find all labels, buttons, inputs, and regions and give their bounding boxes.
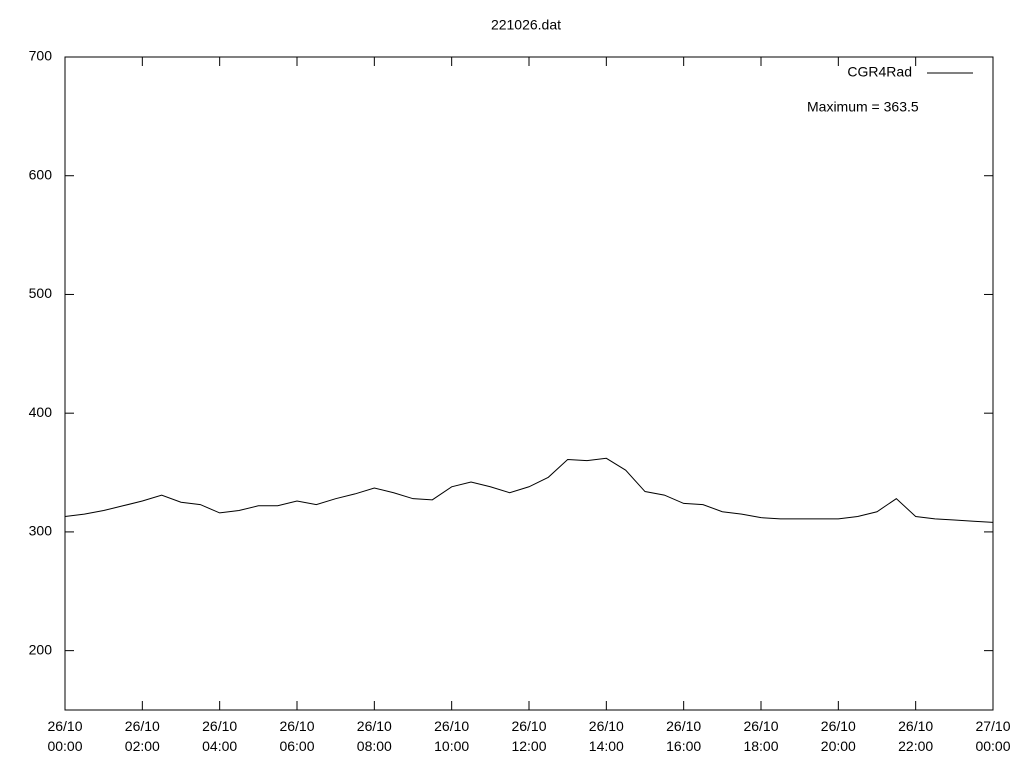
x-tick-label-line: 04:00 (202, 738, 237, 754)
x-tick-label: 26/10 04:00 (202, 718, 237, 754)
x-tick-label-line: 26/10 (434, 718, 469, 734)
x-tick-label-line: 20:00 (821, 738, 856, 754)
x-tick-label-line: 16:00 (666, 738, 701, 754)
x-tick-label: 26/10 08:00 (357, 718, 392, 754)
x-tick-label-line: 27/10 (975, 718, 1010, 734)
x-tick-label-line: 06:00 (279, 738, 314, 754)
data-line (64, 457, 994, 523)
legend-label: CGR4Rad (847, 64, 912, 80)
x-tick-label-line: 12:00 (511, 738, 546, 754)
x-tick-label-line: 26/10 (125, 718, 160, 734)
x-tick-label: 26/10 16:00 (666, 718, 701, 754)
x-tick-label-line: 26/10 (202, 718, 237, 734)
y-tick-label: 200 (29, 641, 53, 657)
x-tick-label: 26/10 14:00 (589, 718, 624, 754)
plot-frame (64, 56, 994, 711)
x-tick-label: 26/10 18:00 (743, 718, 778, 754)
x-tick-label-line: 02:00 (125, 738, 160, 754)
chart-title: 221026.dat (491, 17, 561, 33)
y-tick-label: 500 (29, 285, 53, 301)
y-tick-label: 600 (29, 166, 53, 182)
x-tick-label-line: 26/10 (511, 718, 546, 734)
x-tick-label: 26/10 22:00 (898, 718, 933, 754)
y-tick-label: 700 (29, 48, 53, 64)
x-tick-label-line: 00:00 (47, 738, 82, 754)
x-tick-label-line: 26/10 (821, 718, 856, 734)
x-tick-label: 26/10 06:00 (279, 718, 314, 754)
x-tick-label-line: 26/10 (666, 718, 701, 734)
y-tick-label: 400 (29, 404, 53, 420)
x-tick-label: 26/10 12:00 (511, 718, 546, 754)
x-tick-label-line: 26/10 (589, 718, 624, 734)
x-tick-label: 26/10 02:00 (125, 718, 160, 754)
x-tick-label: 26/10 10:00 (434, 718, 469, 754)
x-tick-label-line: 10:00 (434, 738, 469, 754)
x-tick-label: 26/10 00:00 (47, 718, 82, 754)
annotation: Maximum = 363.5 (807, 99, 919, 115)
x-tick-label-line: 26/10 (279, 718, 314, 734)
x-tick-label: 26/10 20:00 (821, 718, 856, 754)
x-tick-label-line: 26/10 (357, 718, 392, 734)
x-tick-label-line: 00:00 (975, 738, 1010, 754)
x-tick-label-line: 26/10 (898, 718, 933, 734)
x-tick-label-line: 22:00 (898, 738, 933, 754)
x-tick-label-line: 26/10 (47, 718, 82, 734)
x-tick-label: 27/10 00:00 (975, 718, 1010, 754)
x-tick-label-line: 26/10 (743, 718, 778, 734)
x-tick-label-line: 18:00 (743, 738, 778, 754)
y-tick-label: 300 (29, 523, 53, 539)
x-tick-label-line: 14:00 (589, 738, 624, 754)
x-tick-label-line: 08:00 (357, 738, 392, 754)
